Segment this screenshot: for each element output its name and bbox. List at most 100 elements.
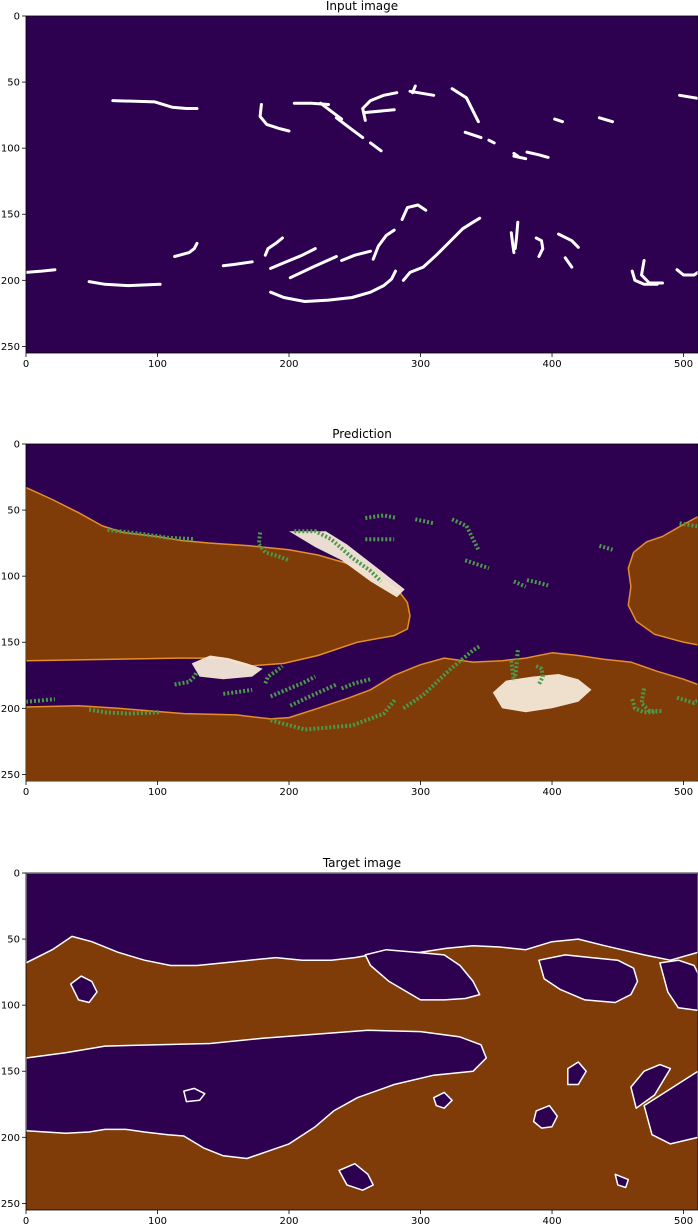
input-stroke	[463, 130, 483, 140]
input-stroke	[369, 141, 383, 153]
x-tick-label: 200	[279, 359, 298, 370]
axes-frame	[25, 443, 698, 782]
input-stroke	[678, 93, 698, 100]
prediction-stroke-marker	[513, 650, 520, 677]
region	[567, 1061, 587, 1086]
prediction-stroke-marker	[451, 517, 481, 551]
y-tick-label: 250	[1, 1199, 20, 1210]
x-tick-label: 100	[148, 1216, 167, 1226]
x-tick-label: 300	[411, 787, 430, 798]
prediction-stroke-marker	[289, 682, 338, 708]
input-stroke	[487, 138, 496, 145]
input-stroke	[288, 255, 338, 280]
input-stroke	[87, 280, 162, 288]
region	[614, 1173, 630, 1189]
prediction-stroke-marker	[414, 517, 435, 526]
region	[364, 948, 481, 1001]
x-tick-label: 400	[542, 787, 561, 798]
prediction-stroke-marker	[174, 670, 199, 687]
input-stroke	[512, 154, 528, 161]
input-stroke	[450, 87, 480, 124]
x-tick-label: 100	[148, 359, 167, 370]
input-stroke	[525, 150, 550, 159]
y-tick-label: 50	[7, 935, 20, 946]
region	[627, 515, 698, 646]
input-stroke	[534, 236, 545, 258]
y-tick-label: 200	[1, 704, 20, 715]
axes-frame	[25, 15, 698, 354]
region	[338, 1162, 374, 1191]
input-stroke	[563, 256, 574, 269]
y-tick-label: 50	[7, 506, 20, 517]
prediction-stroke-marker	[269, 674, 317, 699]
x-tick-label: 0	[23, 1216, 29, 1226]
input-stroke	[371, 228, 396, 261]
image-area	[26, 873, 698, 1210]
region	[538, 954, 639, 1004]
y-tick-label: 100	[1, 1001, 20, 1012]
input-stroke	[269, 269, 397, 303]
prediction-stroke-marker	[630, 698, 658, 715]
prediction-stroke-marker	[639, 688, 663, 713]
prediction-stroke-marker	[294, 529, 383, 583]
y-tick-label: 150	[1, 638, 20, 649]
y-tick-label: 0	[14, 869, 20, 880]
prediction-stroke-marker	[509, 660, 516, 681]
image-background	[26, 16, 698, 353]
prediction-stroke-marker	[679, 521, 698, 529]
x-tick-label: 500	[674, 787, 693, 798]
input-stroke	[221, 260, 254, 268]
input-stroke	[340, 249, 372, 262]
input-stroke	[597, 116, 614, 124]
input-image-plot: 0 100 200 300 400 500 0 50 100 150 200 250	[1, 12, 698, 370]
prediction-stroke-marker	[88, 707, 161, 716]
input-stroke	[408, 89, 436, 97]
region	[492, 674, 592, 713]
input-image-panel: Input image 0 100 200 300 400 500 0 50 100 150 200…	[1, 0, 698, 370]
x-tick-label: 0	[23, 359, 29, 370]
y-tick-label: 250	[1, 770, 20, 781]
y-tick-label: 0	[14, 440, 20, 451]
x-tick-label: 500	[674, 359, 693, 370]
x-tick-label: 100	[148, 787, 167, 798]
prediction-stroke-marker	[535, 664, 545, 686]
input-stroke	[513, 220, 520, 251]
input-stroke	[401, 216, 482, 282]
input-stroke	[319, 101, 344, 121]
image-area	[26, 16, 698, 353]
region	[289, 531, 405, 598]
target-image-panel: Target image 0 100 200 300 400 500 0 50 100 150 20…	[1, 856, 698, 1226]
y-tick-label: 250	[1, 342, 20, 353]
prediction-stroke-marker	[526, 578, 549, 588]
prediction-stroke-marker	[263, 664, 284, 684]
y-tick-label: 100	[1, 144, 20, 155]
x-tick-label: 200	[279, 787, 298, 798]
input-stroke	[258, 103, 291, 133]
region	[191, 655, 263, 680]
region	[532, 1104, 559, 1129]
y-tick-label: 150	[1, 210, 20, 221]
prediction-panel: Prediction 0 100 200 300 400 500 0 50 100 150 200 2…	[1, 427, 698, 798]
region	[183, 1087, 206, 1103]
x-tick-label: 0	[23, 787, 29, 798]
input-stroke	[26, 268, 57, 274]
input-stroke	[400, 203, 428, 221]
prediction-stroke-marker	[26, 697, 56, 704]
y-tick-label: 50	[7, 78, 20, 89]
region	[69, 975, 98, 1004]
x-tick-label: 300	[411, 359, 430, 370]
input-stroke	[675, 268, 698, 277]
region	[643, 1070, 698, 1145]
input-stroke	[361, 91, 399, 122]
x-tick-label: 300	[411, 1216, 430, 1226]
input-stroke	[263, 236, 284, 257]
target-image-plot: 0 100 200 300 400 500 0 50 100 150 200 250	[1, 869, 698, 1226]
region	[26, 1029, 488, 1160]
x-tick-label: 200	[279, 1216, 298, 1226]
image-area	[26, 444, 698, 781]
axes-frame	[25, 872, 698, 1211]
input-stroke	[640, 259, 664, 285]
input-image-title: Input image	[326, 0, 398, 13]
x-tick-label: 400	[542, 1216, 561, 1226]
